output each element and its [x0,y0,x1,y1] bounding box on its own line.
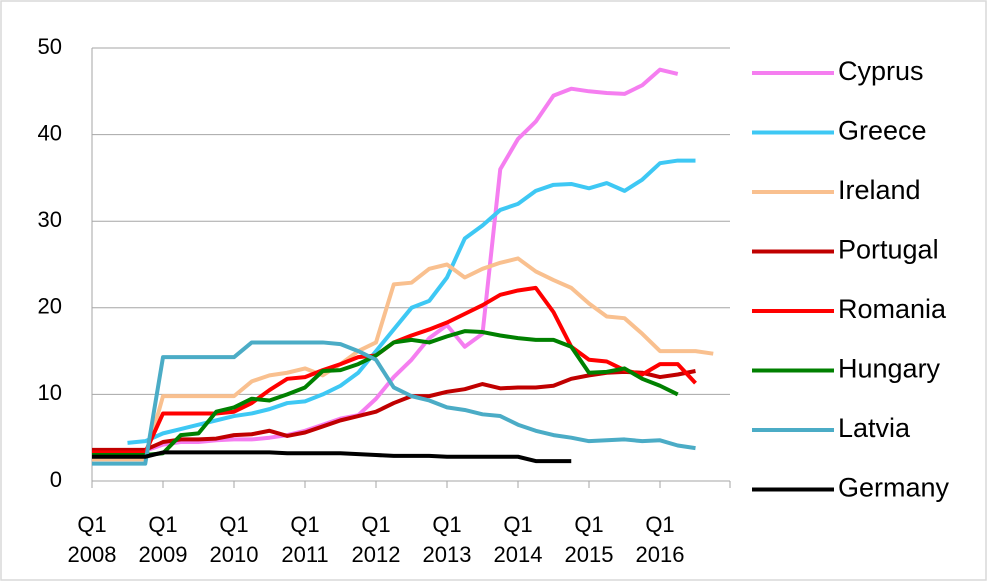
x-tick-label: Q1 2014 [493,512,543,567]
x-tick-label: Q1 2013 [422,512,472,567]
y-tick-label: 40 [38,120,62,145]
y-tick-label: 30 [38,207,62,232]
legend-label: Cyprus [838,56,924,86]
x-tick-label: Q1 2008 [67,512,117,567]
legend-label: Portugal [838,235,939,265]
x-tick-label: Q1 2011 [281,512,329,567]
series-line [92,340,696,466]
series-line [92,329,679,458]
legend-label: Hungary [838,354,941,384]
series-line [92,67,679,453]
y-tick-label: 10 [38,380,62,405]
series-line [92,450,572,464]
legend-label: Ireland [838,175,921,205]
x-tick-label: Q1 2015 [564,512,614,567]
y-tick-label: 20 [38,294,62,319]
legend-label: Latvia [838,413,911,443]
legend-label: Romania [838,294,947,324]
x-tick-label: Q1 2010 [209,512,259,567]
y-tick-label: 0 [50,467,62,492]
series-line [92,369,696,452]
series-line [127,158,696,445]
x-tick-label: Q1 2009 [138,512,188,567]
x-tick-label: Q1 2012 [351,512,401,567]
y-tick-label: 50 [38,34,62,59]
legend-label: Germany [838,473,950,503]
series-line [92,256,714,462]
x-tick-label: Q1 2016 [635,512,685,567]
legend-label: Greece [838,116,927,146]
